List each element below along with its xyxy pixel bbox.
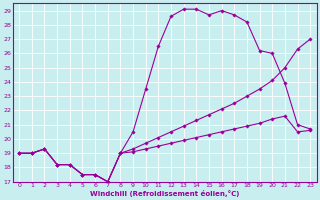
X-axis label: Windchill (Refroidissement éolien,°C): Windchill (Refroidissement éolien,°C) — [90, 190, 239, 197]
